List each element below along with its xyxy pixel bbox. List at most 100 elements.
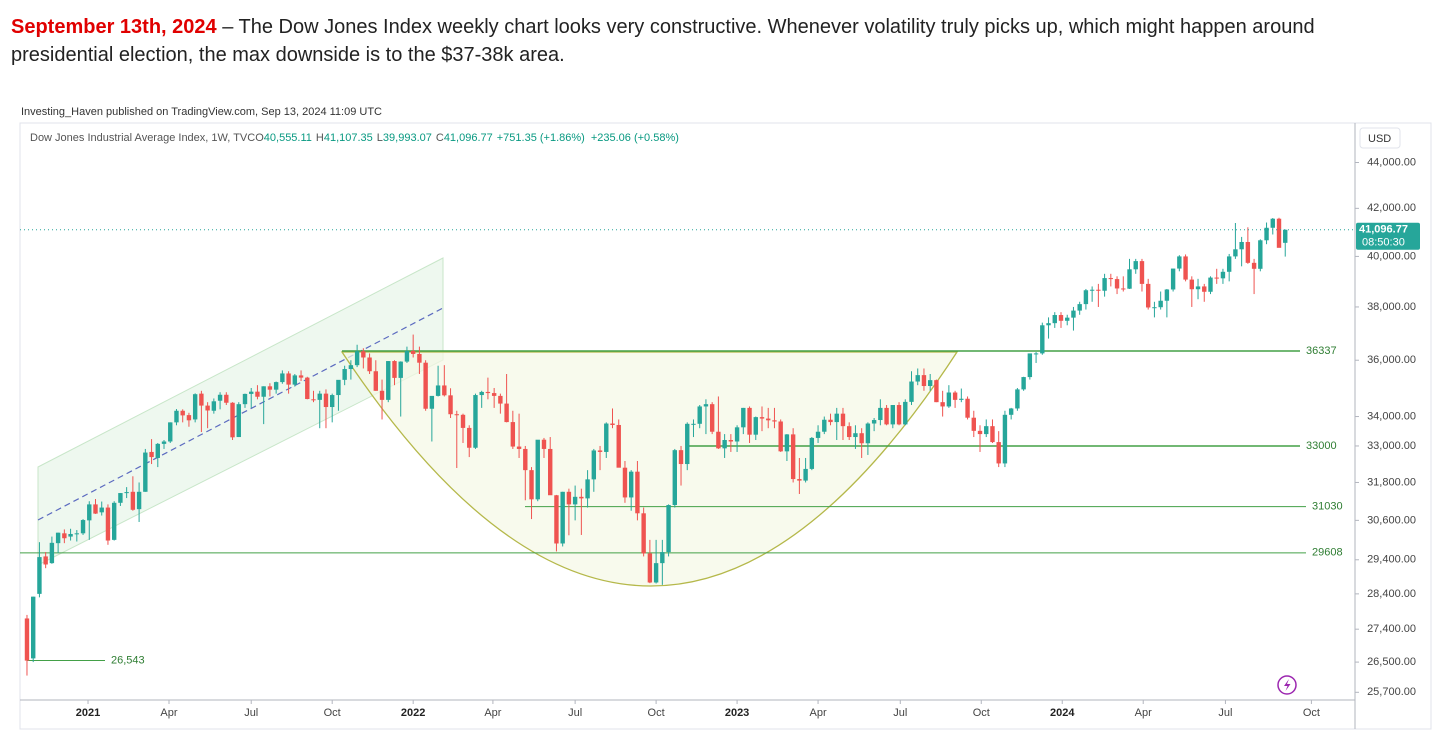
candle-body: [348, 365, 354, 370]
candle-body: [498, 395, 503, 404]
candle-body: [697, 406, 702, 424]
candle-body: [80, 520, 86, 534]
candle-body: [990, 426, 995, 443]
candle-body: [1226, 256, 1232, 272]
x-tick-label: 2021: [76, 707, 100, 719]
candle-body: [641, 513, 646, 554]
candle-body: [1233, 249, 1238, 257]
candle-body: [1189, 279, 1195, 290]
chart-frame: [19, 122, 1432, 730]
candle-body: [118, 493, 123, 503]
candle-body: [1077, 304, 1082, 311]
published-line: Investing_Haven published on TradingView…: [21, 106, 382, 118]
candle-body: [1152, 307, 1157, 309]
candle-body: [890, 405, 896, 425]
y-tick-label: 44,000.00: [1367, 156, 1416, 168]
candle-body: [734, 427, 740, 442]
candle-body: [822, 419, 827, 432]
candle-body: [884, 407, 889, 425]
y-tick-label: 28,400.00: [1367, 588, 1416, 600]
level-label: 29608: [1312, 547, 1343, 559]
candle-body: [952, 392, 958, 400]
candle-body: [211, 401, 217, 411]
candle-body: [977, 430, 983, 435]
candle-body: [485, 391, 491, 394]
candle-body: [909, 381, 914, 402]
candle-body: [230, 402, 235, 438]
candle-body: [68, 533, 73, 537]
legend-key: O: [255, 132, 264, 144]
candle-body: [255, 391, 260, 397]
candle-body: [709, 404, 715, 432]
candle-body: [541, 439, 547, 449]
currency-label: USD: [1368, 133, 1391, 145]
candle-body: [1183, 256, 1188, 280]
candle-body: [361, 351, 366, 358]
candle-body: [815, 431, 821, 438]
candle-body: [224, 394, 229, 403]
candle-body: [766, 418, 771, 421]
candle-body: [192, 394, 198, 420]
candle-body: [43, 556, 48, 565]
legend-value: 41,107.35: [324, 132, 373, 144]
candle-body: [1052, 315, 1057, 324]
candle-body: [529, 470, 534, 500]
candle-body: [622, 467, 628, 498]
candle-body: [548, 448, 553, 496]
candle-body: [242, 393, 248, 405]
candle-body: [1195, 286, 1201, 290]
candle-body: [479, 391, 484, 396]
x-tick-label: Oct: [1303, 707, 1320, 719]
candle-body: [1258, 240, 1263, 269]
headline-date: September 13th, 2024: [11, 16, 217, 38]
candle-body: [273, 382, 279, 390]
candle-body: [934, 380, 939, 403]
headline: September 13th, 2024 – The Dow Jones Ind…: [11, 13, 1416, 69]
candle-body: [759, 417, 765, 419]
candle-body: [741, 407, 746, 428]
candle-body: [660, 552, 665, 564]
candle-body: [1220, 271, 1226, 279]
legend-fields: O40,555.11 H41,107.35 L39,993.07 C41,096.77: [255, 132, 493, 144]
candle-body: [1170, 268, 1176, 290]
x-tick-label: Jul: [244, 707, 258, 719]
candle-body: [853, 433, 858, 438]
x-tick-label: Jul: [568, 707, 582, 719]
x-tick-label: Oct: [648, 707, 665, 719]
candle-body: [467, 427, 472, 448]
candle-body: [442, 385, 447, 396]
candle-body: [74, 533, 80, 535]
candle-body: [1270, 218, 1275, 228]
candle-body: [1208, 277, 1213, 292]
candle-body: [1096, 289, 1101, 291]
candle-body: [311, 399, 316, 401]
y-tick-label: 36,000.00: [1367, 354, 1416, 366]
candle-body: [423, 362, 428, 409]
candle-body: [1245, 241, 1251, 263]
legend-value: 41,096.77: [444, 132, 493, 144]
candle-body: [940, 402, 945, 407]
price-tag-countdown: 08:50:30: [1362, 237, 1405, 249]
candle-body: [840, 413, 846, 427]
candle-body: [460, 414, 466, 428]
candle-body: [523, 448, 528, 471]
candle-body: [1133, 261, 1138, 270]
y-tick-label: 25,700.00: [1367, 686, 1416, 698]
candle-body: [996, 442, 1001, 464]
candle-body: [305, 377, 310, 400]
candle-body: [871, 420, 877, 424]
candle-body: [616, 424, 621, 468]
candle-body: [878, 407, 883, 421]
channel-midline: [37, 307, 444, 521]
x-tick-label: Apr: [484, 707, 501, 719]
candle-body: [1239, 241, 1244, 250]
x-tick-label: Oct: [324, 707, 341, 719]
candle-body: [180, 410, 185, 416]
headline-text: – The Dow Jones Index weekly chart looks…: [11, 16, 1315, 66]
x-tick-label: 2023: [725, 707, 749, 719]
candle-body: [1033, 353, 1039, 355]
candle-body: [429, 395, 435, 409]
y-tick-label: 38,000.00: [1367, 301, 1416, 313]
price-tag-label: 41,096.77: [1359, 224, 1408, 236]
